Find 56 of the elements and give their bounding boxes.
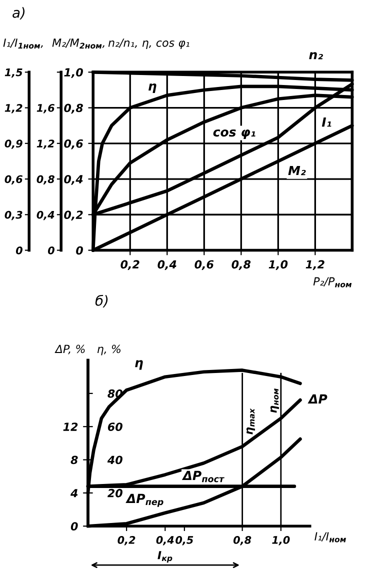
x-tick-label: 0,4 <box>156 536 174 546</box>
x-tick-label: 0,4 <box>158 260 176 270</box>
x-tick-label: 1,2 <box>306 260 324 270</box>
x-tick-label: 1,0 <box>268 260 288 270</box>
series-label: M₂ <box>288 166 306 176</box>
series-label: n₂ <box>309 52 324 60</box>
y-tick-label: 0 <box>70 522 78 531</box>
series-label: ΔP$_{пер}$ <box>126 494 164 507</box>
series-label: ΔP$_{пост}$ <box>182 470 224 482</box>
x-tick-label: 0,5 <box>176 536 194 546</box>
series-label: ΔP <box>308 394 328 404</box>
y3-tick-label: 1,2 <box>36 140 54 149</box>
x-axis-title: P₂/P$_{ном}$ <box>313 277 352 288</box>
y-axis-title: ΔP, % <box>54 344 85 354</box>
y-axis-title: n₂/n₁, η, cos φ₁ <box>108 38 190 50</box>
series-label: η <box>148 83 156 94</box>
x-tick-label: 0,8 <box>233 536 252 546</box>
y2-tick-label: 20 <box>107 488 122 498</box>
y-tick-label: 1,0 <box>64 68 83 78</box>
series-label: η <box>135 360 143 370</box>
y2-axis-title: η, % <box>97 344 120 356</box>
y2-tick-label: 1,2 <box>4 104 22 114</box>
y3-tick-label: 1,6 <box>36 104 54 114</box>
ref-line-label: η$_{ном}$ <box>270 388 279 413</box>
y2-tick-label: 0 <box>16 246 22 254</box>
y3-tick-label: 0,4 <box>36 210 54 220</box>
y2-tick-label: 40 <box>107 456 122 464</box>
ref-line-label: η$_{max}$ <box>246 408 255 434</box>
y-tick-label: 0,8 <box>64 104 83 114</box>
series-label: cos φ₁ <box>213 129 256 140</box>
x-tick-label: 0,2 <box>120 260 140 270</box>
series-label: I₁ <box>322 117 332 127</box>
x-tick-label: 0,2 <box>118 536 136 546</box>
y-tick-label: 4 <box>70 489 78 498</box>
chart-title: а) <box>12 7 25 20</box>
y-tick-label: 0 <box>76 246 83 255</box>
y2-tick-label: 1,5 <box>4 68 22 78</box>
y-tick-label: 8 <box>70 456 78 464</box>
y-tick-label: 0,4 <box>64 175 83 185</box>
y3-tick-label: 0 <box>48 246 54 254</box>
y3-axis-title: M₂/M$_{2ном}$, <box>52 38 104 49</box>
y-tick-label: 0,2 <box>64 210 83 220</box>
x-tick-label: 0,8 <box>232 260 251 270</box>
y2-tick-label: 60 <box>108 422 122 431</box>
y3-tick-label: 0,8 <box>36 175 54 184</box>
y2-tick-label: 0,3 <box>4 210 22 220</box>
x-axis-title: I₁/I$_{ном}$ <box>314 532 346 542</box>
y2-tick-label: 0,6 <box>4 175 22 184</box>
y-tick-label: 12 <box>63 422 78 431</box>
y2-tick-label: 0,9 <box>4 140 22 149</box>
y-tick-label: 0,6 <box>64 139 83 150</box>
x-tick-label: 0,6 <box>194 260 214 270</box>
x-tick-label: 1,0 <box>272 536 290 546</box>
chart-title: б) <box>95 294 108 308</box>
text: I$_{кр}$ <box>158 551 172 563</box>
y2-axis-title: I₁/I$_{1ном}$, <box>3 38 43 49</box>
